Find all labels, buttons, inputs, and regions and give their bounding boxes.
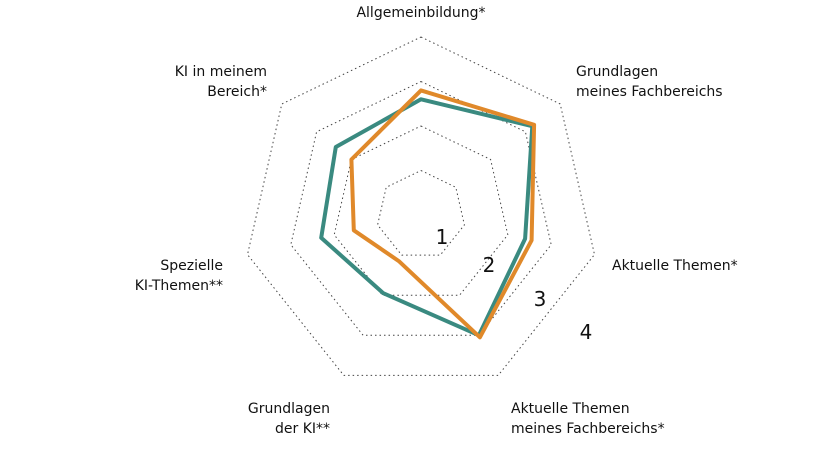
grid-ring-4 [246,36,596,376]
series-line-2 [349,88,537,340]
axis-label-line: meines Fachbereichs [576,84,723,100]
grid-ring-2 [333,125,509,296]
axis-label-7: KI in meinem Bereich* [175,64,267,100]
axis-label-4: Aktuelle Themen meines Fachbereichs* [511,401,665,437]
series-line-1 [319,97,535,338]
axis-label-line: Aktuelle Themen* [612,258,738,274]
axis-label-line: meines Fachbereichs* [511,421,665,437]
axis-label-line: Aktuelle Themen [511,401,630,417]
axis-label-line: der KI** [275,421,330,437]
axis-label-line: Grundlagen [576,64,658,80]
axis-label-6: Spezielle KI-Themen** [135,258,223,294]
axis-label-line: Bereich* [207,84,267,100]
axis-label-1: Allgemeinbildung* [356,5,485,21]
axis-label-line: Allgemeinbildung* [356,5,485,21]
ring-labels: 1 2 3 4 [436,225,593,344]
axis-label-line: KI-Themen** [135,278,223,294]
axis-label-2: Grundlagen meines Fachbereichs [576,64,723,100]
series-layer [319,88,537,340]
axis-label-3: Aktuelle Themen* [612,258,738,274]
ring-label-3: 3 [534,287,547,311]
axis-label-line: KI in meinem [175,64,267,80]
axis-labels: Allgemeinbildung* Grundlagen meines Fachbe… [135,5,738,437]
axis-label-5: Grundlagen der KI** [248,401,330,437]
axis-label-line: Spezielle [160,258,223,274]
ring-label-4: 4 [580,320,593,344]
grid-ring-1 [377,169,465,256]
axis-label-line: Grundlagen [248,401,330,417]
ring-label-2: 2 [483,253,496,277]
ring-label-1: 1 [436,225,449,249]
grid-rings [246,36,596,376]
